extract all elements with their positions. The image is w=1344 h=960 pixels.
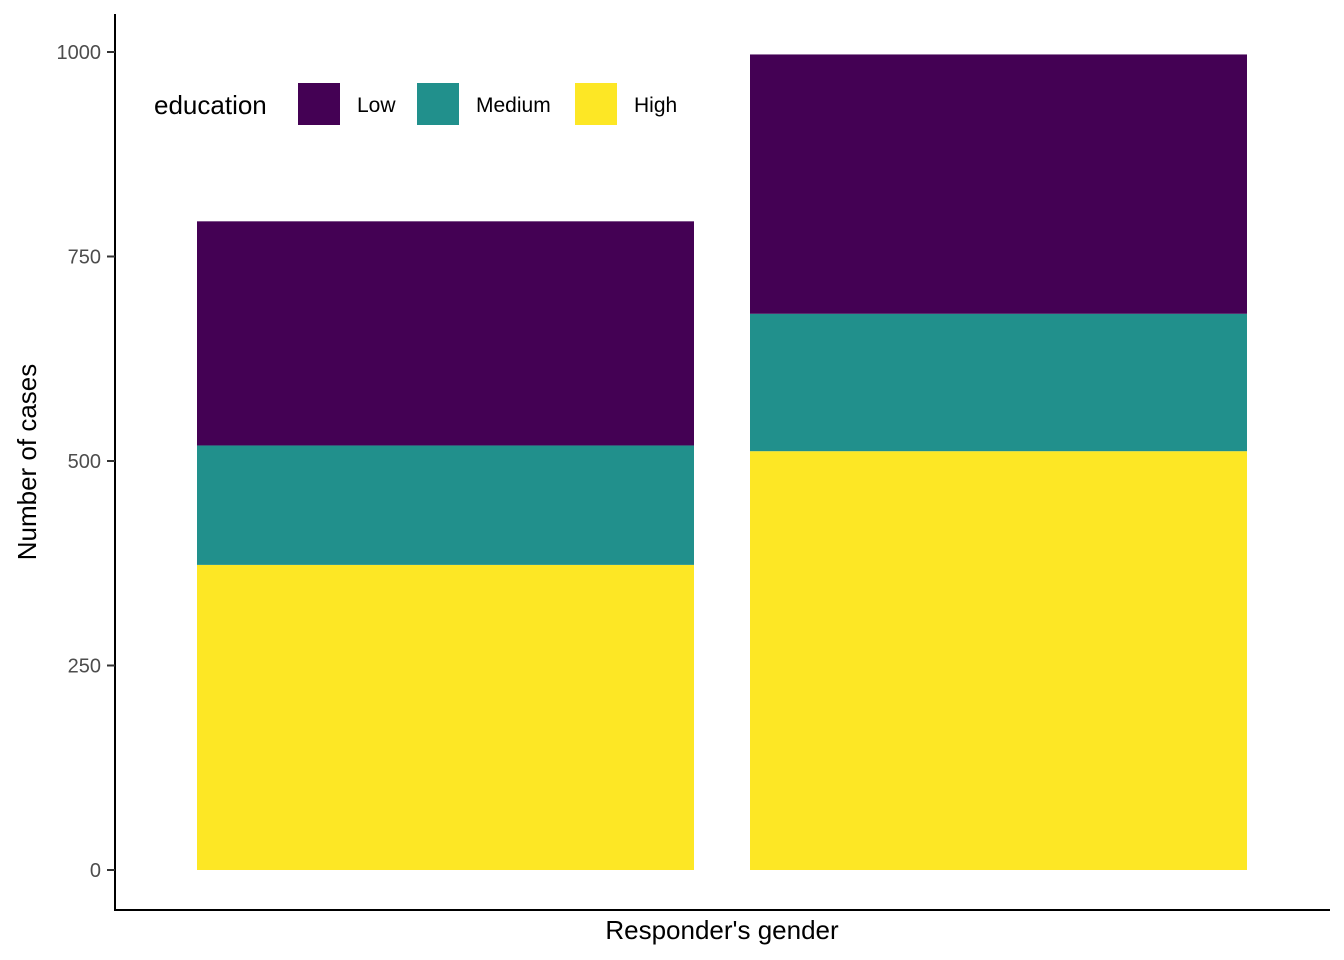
legend-label-low: Low (357, 94, 396, 117)
y-ticks-layer: 0 250 500 750 1000 (57, 42, 115, 882)
y-tick-label-500: 500 (68, 451, 101, 473)
bar-2-high (750, 451, 1247, 870)
bar-2-medium (750, 313, 1247, 452)
bar-1-medium (197, 445, 694, 565)
axes-layer (114, 14, 1330, 911)
y-tick-label-0: 0 (90, 860, 101, 882)
y-axis-title: Number of cases (12, 364, 42, 561)
legend-label-medium: Medium (476, 94, 551, 117)
y-tick-label-1000: 1000 (57, 42, 102, 64)
x-axis-title: Responder's gender (605, 915, 839, 945)
y-tick-label-250: 250 (68, 656, 101, 678)
legend-items: Low Medium High (298, 83, 677, 125)
legend-key-low (298, 83, 340, 125)
legend-label-high: High (634, 94, 677, 117)
bar-1-high (197, 564, 694, 870)
legend-key-medium (417, 83, 459, 125)
bar-1-low (197, 221, 694, 446)
bars-layer (197, 54, 1247, 870)
bar-2-low (750, 54, 1247, 314)
y-tick-label-750: 750 (68, 247, 101, 269)
legend-key-high (575, 83, 617, 125)
legend: education Low Medium High (154, 83, 677, 125)
legend-title: education (154, 90, 267, 120)
